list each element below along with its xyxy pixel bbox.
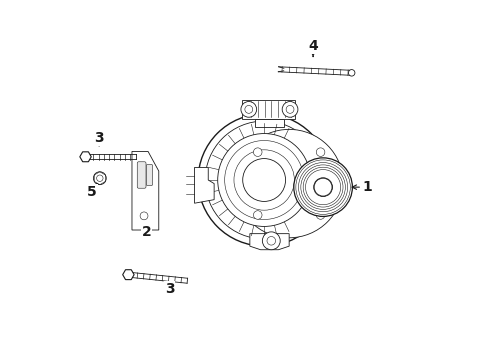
- Text: 1: 1: [351, 180, 372, 194]
- Text: 4: 4: [307, 39, 317, 57]
- Circle shape: [316, 148, 324, 157]
- Circle shape: [262, 232, 280, 250]
- Bar: [242, 100, 295, 119]
- FancyBboxPatch shape: [146, 165, 152, 185]
- Circle shape: [253, 211, 262, 219]
- Polygon shape: [132, 152, 159, 230]
- Circle shape: [242, 158, 285, 202]
- Circle shape: [293, 158, 352, 216]
- Circle shape: [234, 129, 343, 238]
- Circle shape: [198, 114, 329, 246]
- Circle shape: [313, 178, 331, 196]
- Text: 3: 3: [164, 282, 174, 296]
- FancyBboxPatch shape: [137, 162, 146, 188]
- Text: 2: 2: [141, 225, 151, 239]
- Circle shape: [282, 102, 297, 117]
- Polygon shape: [194, 167, 214, 203]
- Circle shape: [93, 172, 106, 185]
- Circle shape: [313, 178, 332, 197]
- Circle shape: [205, 121, 323, 239]
- Circle shape: [241, 102, 256, 117]
- Circle shape: [316, 211, 324, 219]
- Circle shape: [253, 148, 262, 157]
- Circle shape: [140, 212, 148, 220]
- Text: 3: 3: [94, 131, 104, 146]
- Polygon shape: [249, 234, 288, 250]
- Circle shape: [348, 69, 354, 76]
- Bar: [255, 119, 283, 127]
- Text: 5: 5: [87, 184, 97, 199]
- Circle shape: [217, 134, 310, 226]
